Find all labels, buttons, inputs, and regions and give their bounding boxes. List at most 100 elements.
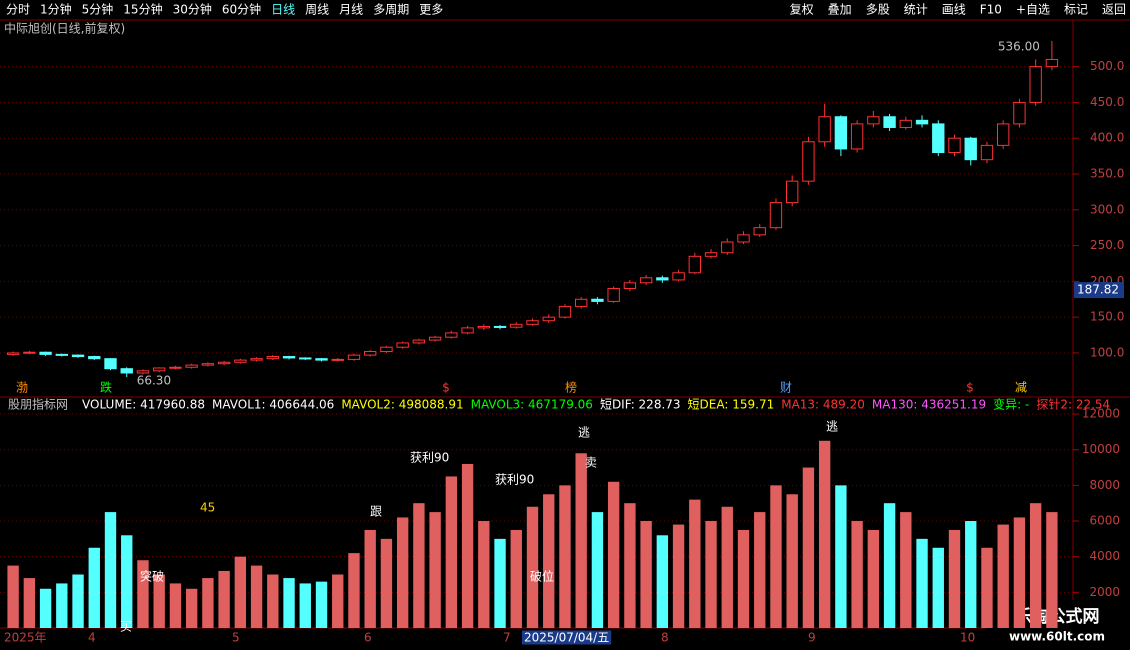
- volume-bar: [737, 529, 750, 628]
- date-label: 2025/07/04/五: [524, 631, 609, 645]
- volume-bar: [818, 440, 831, 628]
- toolbar-button[interactable]: 更多: [419, 3, 443, 17]
- candle-body: [380, 346, 393, 353]
- volume-bar: [478, 521, 490, 628]
- date-label: 5: [232, 631, 240, 645]
- volume-bar: [543, 494, 555, 628]
- indicator-note: 突破: [140, 569, 164, 584]
- candle-body: [623, 282, 637, 290]
- volume-bar: [754, 512, 766, 628]
- toolbar-button[interactable]: 分时: [6, 3, 30, 17]
- volume-bar: [23, 578, 36, 628]
- volume-bar: [315, 581, 328, 628]
- candle-body: [639, 277, 653, 284]
- volume-bar: [396, 517, 409, 628]
- candle-body: [656, 277, 669, 281]
- volume-bar: [104, 512, 117, 628]
- candle-body: [607, 288, 620, 302]
- toolbar-button[interactable]: 周线: [305, 3, 329, 17]
- volume-bar: [267, 574, 279, 628]
- indicator-legend: MAVOL2: 498088.91: [341, 398, 463, 412]
- candle-body: [1013, 101, 1026, 125]
- candle-body: [997, 123, 1010, 146]
- toolbar-button[interactable]: +自选: [1016, 3, 1050, 17]
- toolbar-button[interactable]: 统计: [904, 3, 928, 17]
- volume-bar: [575, 453, 587, 628]
- volume-bar: [510, 529, 522, 628]
- toolbar-button[interactable]: 5分钟: [82, 2, 114, 17]
- volume-bar: [332, 574, 344, 628]
- volume-bar: [461, 463, 474, 628]
- candle-body: [185, 364, 198, 368]
- toolbar-button[interactable]: 复权: [790, 3, 814, 17]
- indicator-note: 逃: [826, 420, 838, 434]
- toolbar-button[interactable]: 15分钟: [123, 2, 162, 17]
- event-marker[interactable]: 渤: [16, 381, 28, 395]
- toolbar-button[interactable]: 月线: [339, 3, 363, 17]
- candle-body: [364, 351, 377, 356]
- toolbar-button[interactable]: 多周期: [373, 3, 409, 17]
- y-tick-label: 450.0: [1090, 95, 1124, 109]
- toolbar-button[interactable]: 多股: [866, 3, 890, 17]
- candle-body: [412, 339, 426, 344]
- indicator-note: 获利90: [495, 473, 534, 487]
- indicator-note: 买: [120, 620, 132, 634]
- indicator-note: 破位: [530, 569, 554, 584]
- candle-body: [786, 180, 799, 204]
- date-label: 4: [88, 631, 96, 645]
- event-marker[interactable]: 减: [1015, 381, 1027, 395]
- candle-body: [477, 325, 490, 329]
- volume-bar: [591, 512, 604, 628]
- toolbar-button[interactable]: 60分钟: [222, 2, 261, 17]
- indicator-title: 股朋指标网: [8, 397, 68, 412]
- indicator-legend: MAVOL3: 467179.06: [471, 398, 593, 412]
- volume-bar: [770, 485, 782, 628]
- event-marker[interactable]: $: [442, 381, 450, 395]
- event-marker[interactable]: 跌: [100, 380, 112, 395]
- volume-bar: [721, 506, 733, 628]
- candle-body: [299, 357, 312, 360]
- event-marker[interactable]: $: [966, 381, 974, 395]
- volume-bar: [429, 512, 441, 628]
- volume-bar: [656, 535, 669, 628]
- toolbar-button[interactable]: F10: [980, 3, 1002, 17]
- candle-body: [6, 352, 20, 355]
- candle-body: [672, 272, 685, 281]
- low-annotation: 66.30: [137, 374, 171, 388]
- event-marker[interactable]: 榜: [565, 380, 577, 395]
- toolbar-button[interactable]: 标记: [1064, 3, 1088, 17]
- volume-bar: [867, 529, 880, 628]
- date-label: 8: [661, 631, 669, 645]
- candle-body: [39, 351, 52, 355]
- volume-bar: [364, 529, 376, 628]
- indicator-legend: MA130: 436251.19: [872, 398, 986, 412]
- y-tick-label: 250.0: [1090, 238, 1124, 252]
- volume-bar: [607, 481, 620, 628]
- candle-body: [558, 305, 572, 318]
- y-tick-label: 400.0: [1090, 131, 1124, 145]
- volume-bar: [39, 588, 52, 628]
- indicator-legend: 短DIF: 228.73: [600, 398, 681, 412]
- toolbar-button[interactable]: 日线: [271, 3, 295, 17]
- candle-body: [88, 356, 101, 360]
- candle-body: [704, 252, 718, 257]
- candle-body: [201, 363, 215, 366]
- toolbar-button[interactable]: 1分钟: [40, 2, 72, 17]
- y-tick-label: 500.0: [1090, 59, 1124, 73]
- toolbar-button[interactable]: 返回: [1102, 3, 1126, 17]
- watermark-url: www.60lt.com: [1009, 630, 1105, 644]
- volume-bar: [802, 467, 815, 628]
- y-tick-label: 300.0: [1090, 202, 1124, 216]
- toolbar-button[interactable]: 30分钟: [173, 2, 212, 17]
- volume-bar: [250, 565, 263, 628]
- volume-bar: [689, 499, 701, 628]
- volume-bar: [56, 583, 68, 628]
- candle-body: [282, 356, 296, 359]
- toolbar-button[interactable]: 画线: [942, 3, 966, 17]
- candle-body: [834, 116, 848, 150]
- toolbar-button[interactable]: 叠加: [828, 3, 852, 17]
- event-marker[interactable]: 财: [780, 381, 792, 395]
- candle-body: [802, 141, 815, 182]
- candle-body: [71, 354, 85, 358]
- candle-body: [136, 370, 150, 374]
